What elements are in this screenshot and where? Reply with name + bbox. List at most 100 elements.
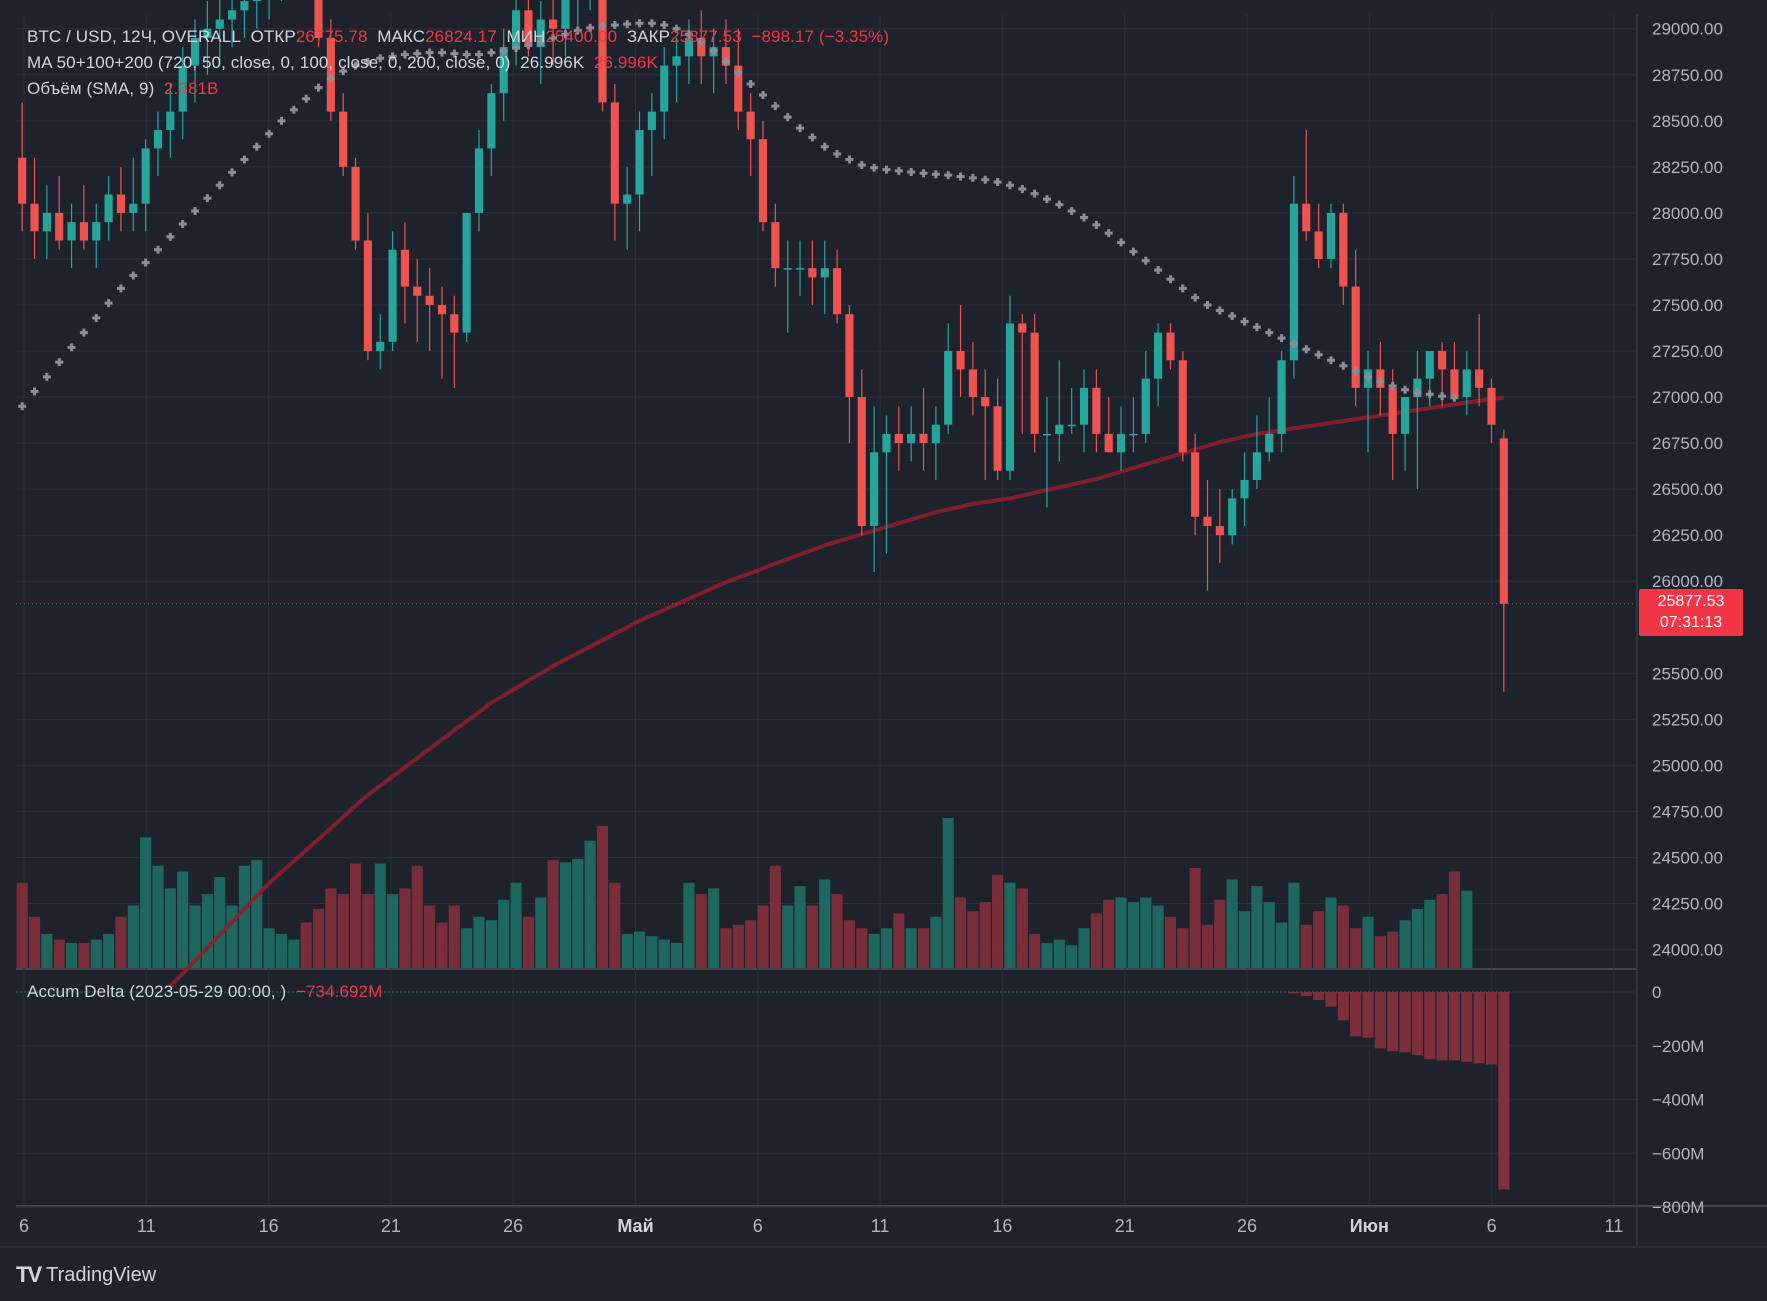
- candle-body: [882, 433, 891, 453]
- volume-bar: [806, 905, 818, 968]
- candle-body: [1191, 452, 1200, 517]
- volume-bar: [251, 860, 263, 968]
- delta-tick-label: −400M: [1652, 1091, 1704, 1110]
- volume-bar: [646, 936, 658, 968]
- y-tick-label: 27000.00: [1652, 388, 1723, 407]
- ma-cross-marker: [919, 169, 928, 178]
- candle-body: [425, 295, 434, 305]
- ma-cross-marker: [339, 67, 348, 76]
- candle-body: [1302, 203, 1311, 232]
- ma-cross-marker: [894, 166, 903, 175]
- volume-bar: [66, 943, 78, 968]
- legend-ma[interactable]: MA 50+100+200 (720, 50, close, 0, 100, c…: [27, 53, 658, 73]
- candle-body: [400, 249, 410, 287]
- ma-cross-marker: [1450, 393, 1459, 402]
- volume-bar: [1288, 882, 1300, 968]
- ma-cross-marker: [1141, 256, 1150, 265]
- volume-bar: [53, 939, 65, 968]
- delta-bar: [1411, 992, 1423, 1056]
- candle-body: [1067, 424, 1076, 427]
- volume-bar: [448, 905, 460, 968]
- volume-bar: [782, 905, 794, 968]
- ma-cross-marker: [1117, 238, 1126, 247]
- ma-cross-marker: [166, 232, 175, 241]
- candle-body: [240, 1, 249, 11]
- volume-bar: [1300, 924, 1312, 968]
- ma-cross-marker: [1339, 361, 1348, 370]
- ma-cross-marker: [931, 170, 940, 179]
- candle-body: [511, 10, 521, 48]
- candle-body: [141, 148, 150, 204]
- legend-symbol[interactable]: BTC / USD, 12Ч, OVERALL: [27, 27, 241, 46]
- candle-body: [561, 0, 570, 29]
- candle-body: [1228, 498, 1237, 536]
- volume-bar: [177, 871, 189, 968]
- volume-bar: [1448, 871, 1460, 968]
- ma-cross-marker: [820, 142, 829, 151]
- candle-body: [1413, 378, 1422, 398]
- ma-cross-marker: [487, 48, 496, 57]
- x-tick-label: 6: [19, 1216, 29, 1236]
- delta-bar: [1473, 992, 1485, 1064]
- volume-bar: [868, 933, 880, 968]
- ma-cross-marker: [437, 48, 446, 57]
- candle-body: [1240, 479, 1249, 499]
- legend-change: −898.17 (−3.35%): [751, 27, 890, 46]
- delta-bar: [1387, 992, 1399, 1052]
- legend-delta[interactable]: Accum Delta (2023-05-29 00:00, ) −734.69…: [27, 982, 382, 1002]
- y-tick-label: 25000.00: [1652, 756, 1723, 775]
- ma-cross-marker: [1055, 200, 1064, 209]
- ma-cross-marker: [573, 26, 582, 35]
- candle-body: [968, 369, 977, 398]
- candle-body: [215, 19, 224, 29]
- ma-cross-marker: [302, 94, 311, 103]
- volume-bar: [1164, 916, 1177, 968]
- volume-bar: [954, 897, 967, 968]
- ma-cross-marker: [1289, 339, 1298, 348]
- volume-bar: [275, 933, 288, 968]
- volume-bar: [498, 899, 510, 968]
- volume-bar: [559, 862, 572, 968]
- ma-cross-marker: [536, 37, 545, 46]
- volume-bar: [745, 920, 757, 968]
- ma-cross-marker: [289, 105, 298, 114]
- ma-cross-marker: [1438, 392, 1447, 401]
- ma-cross-marker: [993, 177, 1002, 186]
- legend-volume[interactable]: Объём (SMA, 9) 2.381B: [27, 79, 219, 99]
- delta-bar: [1436, 992, 1448, 1061]
- delta-bar: [1325, 992, 1337, 1007]
- candle-body: [1326, 212, 1336, 259]
- x-tick-label: 21: [1115, 1216, 1135, 1236]
- candle-body: [598, 0, 607, 103]
- volume-bar: [584, 840, 596, 968]
- y-tick-label: 29000.00: [1652, 20, 1723, 39]
- tradingview-brand[interactable]: TV TradingView: [16, 1262, 156, 1288]
- ma-cross-marker: [1067, 207, 1076, 216]
- ma-cross-marker: [363, 57, 372, 66]
- volume-bar: [387, 894, 399, 968]
- volume-bar: [1399, 920, 1411, 968]
- ma-cross-marker: [1203, 300, 1212, 309]
- ma-cross-marker: [314, 83, 323, 92]
- candle-body: [734, 65, 743, 112]
- legend-close-label: ЗАКР: [626, 27, 671, 46]
- x-tick-label: 26: [1237, 1216, 1257, 1236]
- delta-bar: [1350, 992, 1362, 1037]
- volume-bar: [374, 863, 386, 968]
- ma-cross-marker: [1018, 184, 1027, 193]
- y-tick-label: 26250.00: [1652, 526, 1723, 545]
- candle-body: [524, 10, 533, 48]
- volume-bar: [1313, 911, 1325, 968]
- ma-cross-marker: [462, 50, 471, 59]
- candle-body: [783, 268, 792, 270]
- candle-body: [499, 47, 508, 94]
- ma-cross-marker: [413, 49, 422, 58]
- y-tick-label: 27750.00: [1652, 250, 1723, 269]
- ma-cross-marker: [771, 102, 780, 111]
- volume-bar: [658, 939, 670, 968]
- x-tick-label: 16: [259, 1216, 279, 1236]
- candle-body: [771, 222, 780, 269]
- ma-cross-marker: [684, 30, 693, 39]
